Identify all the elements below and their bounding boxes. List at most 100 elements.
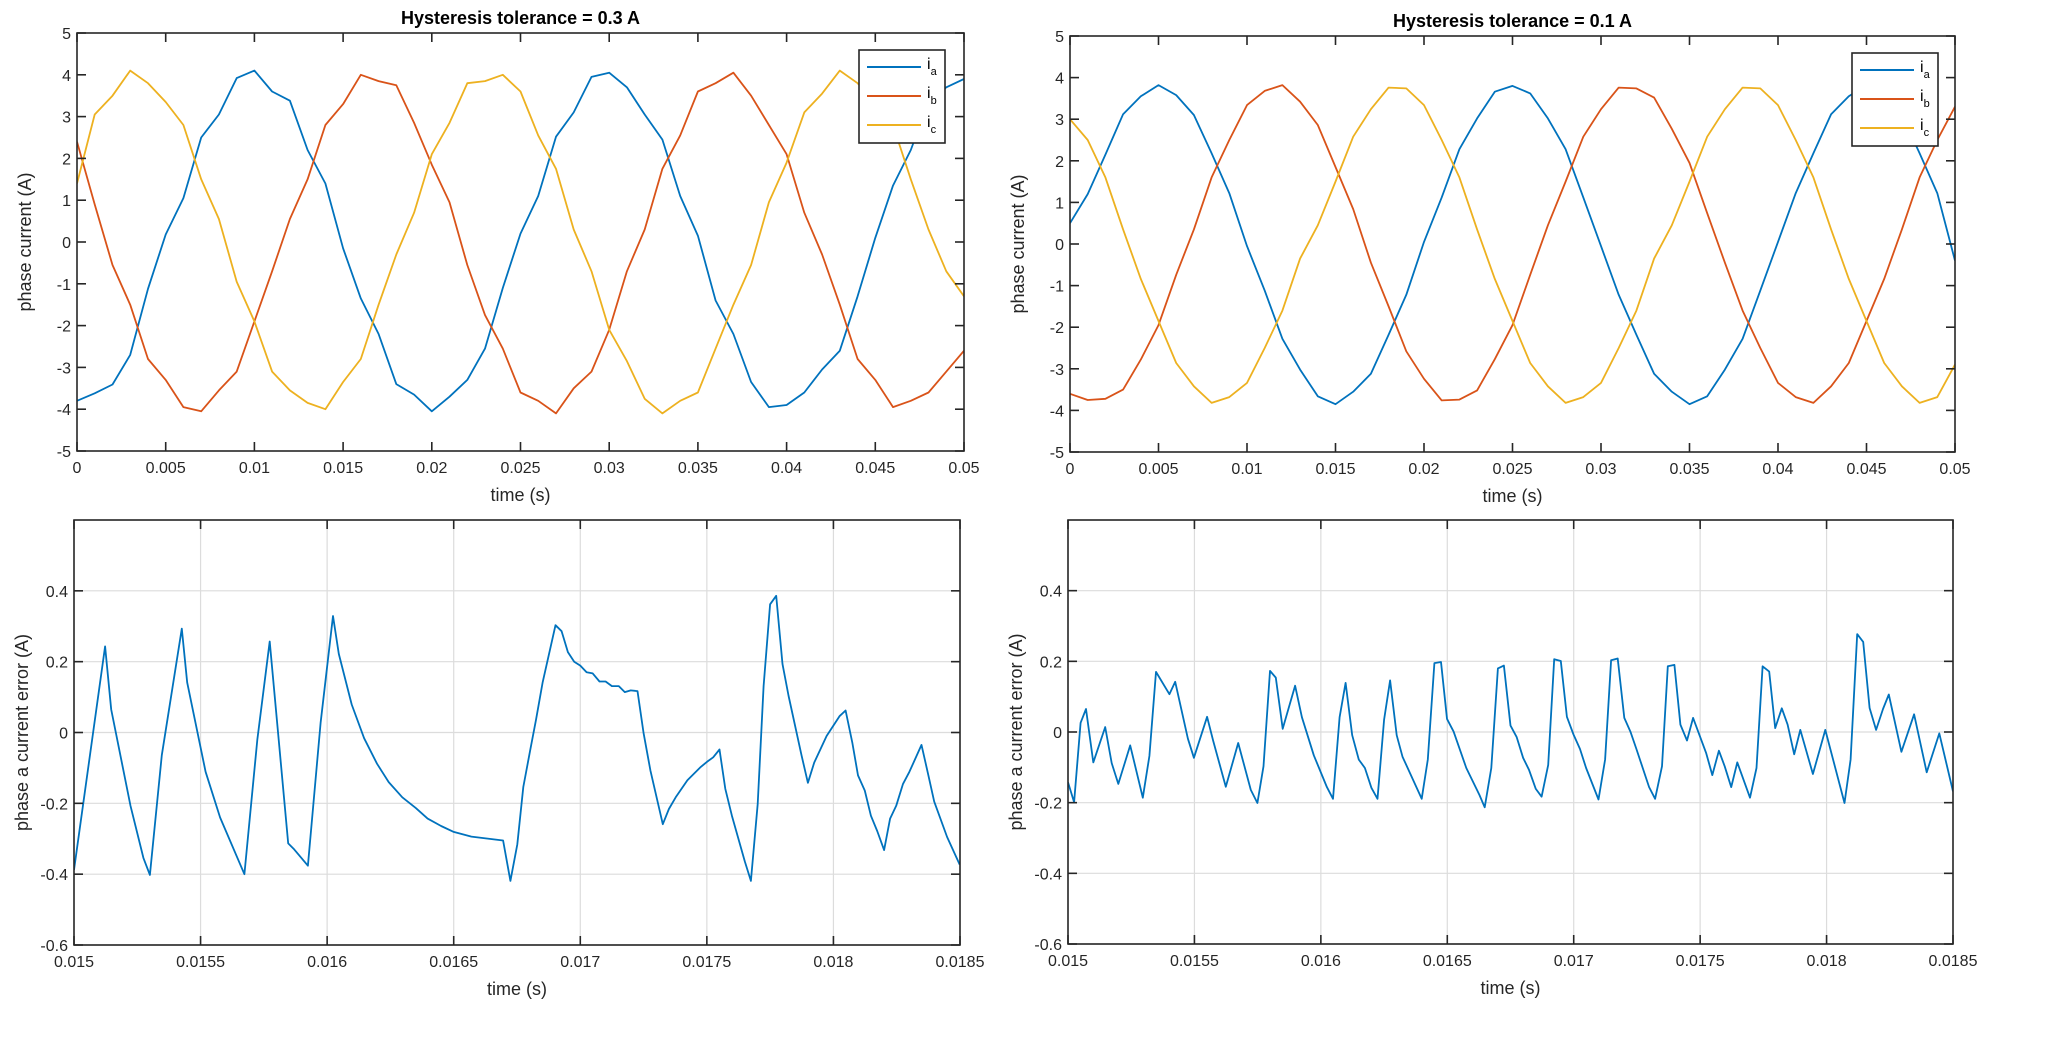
y-axis-label: phase a current error (A)	[1006, 633, 1026, 830]
x-tick-label: 0.0155	[176, 954, 225, 971]
chart-3: 0.015 0.0155 0.016 0.0165 0.017 0.0175 0.018 0.…	[12, 519, 985, 999]
x-axis-label: time (s)	[1483, 486, 1543, 506]
x-tick-label: 0.045	[855, 460, 895, 477]
plot-area	[1070, 36, 1955, 452]
y-tick-label: 1	[1055, 195, 1064, 212]
series-line-ia	[77, 69, 964, 413]
y-tick-label: -0.2	[1034, 796, 1062, 813]
series-line-ic	[1070, 86, 1955, 404]
y-tick-label: -3	[57, 360, 71, 377]
x-tick-label: 0.0185	[1929, 953, 1978, 970]
y-tick-label: 4	[1055, 71, 1064, 88]
legend-label: ic	[1920, 117, 1930, 139]
y-axis-label: phase a current error (A)	[12, 634, 32, 831]
y-tick-label: 2	[1055, 154, 1064, 171]
x-tick-label: 0.03	[594, 460, 625, 477]
x-axis-label: time (s)	[487, 979, 547, 999]
x-tick-label: 0.015	[323, 460, 363, 477]
legend-item-ic: ic	[867, 114, 937, 136]
y-tick-label: -5	[1050, 445, 1064, 462]
chart-title: Hysteresis tolerance = 0.3 A	[401, 8, 640, 28]
x-tick-label: 0.04	[1762, 461, 1793, 478]
x-tick-label: 0.02	[1408, 461, 1439, 478]
y-tick-label: 3	[1055, 112, 1064, 129]
legend-item-ib: ib	[1860, 88, 1930, 110]
y-tick-label: -2	[57, 319, 71, 336]
x-tick-label: 0.015	[1315, 461, 1355, 478]
legend-label: ic	[927, 114, 937, 136]
y-tick-label: 4	[62, 68, 71, 85]
y-tick-label: 3	[62, 110, 71, 127]
y-tick-label: -3	[1050, 362, 1064, 379]
y-tick-label: 0.2	[46, 655, 68, 672]
x-tick-label: 0	[1066, 461, 1075, 478]
y-tick-label: 1	[62, 193, 71, 210]
y-tick-label: -0.6	[1034, 937, 1062, 954]
x-tick-label: 0.035	[678, 460, 718, 477]
x-tick-label: 0.05	[1939, 461, 1970, 478]
series-line-error	[74, 594, 960, 882]
x-tick-label: 0.015	[1048, 953, 1088, 970]
series-line-ib	[77, 71, 964, 415]
y-tick-label: 0.4	[1040, 584, 1062, 601]
legend: ia ib ic	[1851, 52, 1939, 147]
x-tick-label: 0.0175	[682, 954, 731, 971]
x-tick-label: 0.0165	[1423, 953, 1472, 970]
x-tick-label: 0.018	[813, 954, 853, 971]
x-tick-label: 0.015	[54, 954, 94, 971]
plot-area	[77, 33, 964, 451]
y-tick-label: 0.4	[46, 584, 68, 601]
y-tick-label: -0.6	[40, 938, 68, 955]
y-tick-label: -2	[1050, 320, 1064, 337]
y-tick-label: 0	[1055, 237, 1064, 254]
y-tick-label: 0.2	[1040, 654, 1062, 671]
x-tick-label: 0.035	[1669, 461, 1709, 478]
y-tick-label: 5	[1055, 29, 1064, 46]
legend-item-ic: ic	[1860, 117, 1930, 139]
x-axis-label: time (s)	[1481, 978, 1541, 998]
legend: ia ib ic	[858, 49, 946, 144]
y-tick-label: -1	[57, 277, 71, 294]
chart-4: 0.015 0.0155 0.016 0.0165 0.017 0.0175 0.018 0.…	[1006, 519, 1978, 998]
y-tick-label: -4	[57, 402, 71, 419]
x-tick-label: 0.0185	[936, 954, 985, 971]
series-line-ic	[77, 69, 964, 415]
legend-label: ia	[927, 56, 938, 78]
y-tick-label: 5	[62, 26, 71, 43]
legend-label: ib	[927, 85, 937, 107]
y-axis-label: phase current (A)	[1008, 174, 1028, 313]
y-tick-label: -4	[1050, 403, 1064, 420]
x-tick-label: 0.0155	[1170, 953, 1219, 970]
x-tick-label: 0.017	[1554, 953, 1594, 970]
x-tick-label: 0.025	[1492, 461, 1532, 478]
y-tick-label: 0	[59, 726, 68, 743]
x-tick-label: 0.05	[948, 460, 979, 477]
x-tick-label: 0.016	[307, 954, 347, 971]
x-tick-label: 0.0165	[429, 954, 478, 971]
x-tick-label: 0.01	[1231, 461, 1262, 478]
chart-1: 0 0.005 0.01 0.015 0.02 0.025 0.03 0.035 0.04 0.0…	[15, 8, 980, 505]
x-tick-label: 0.025	[500, 460, 540, 477]
y-tick-label: 0	[62, 235, 71, 252]
series-line-error	[1068, 633, 1953, 809]
legend-label: ia	[1920, 59, 1931, 81]
y-tick-label: -1	[1050, 279, 1064, 296]
x-tick-label: 0.018	[1807, 953, 1847, 970]
x-tick-label: 0.005	[146, 460, 186, 477]
y-tick-label: 0	[1053, 725, 1062, 742]
x-tick-label: 0.03	[1585, 461, 1616, 478]
chart-2: 0 0.005 0.01 0.015 0.02 0.025 0.03 0.035 0.04 0.0…	[1008, 11, 1971, 506]
y-tick-label: -0.2	[40, 796, 68, 813]
y-tick-label: 2	[62, 151, 71, 168]
x-tick-label: 0	[73, 460, 82, 477]
x-tick-label: 0.01	[239, 460, 270, 477]
chart-title: Hysteresis tolerance = 0.1 A	[1393, 11, 1632, 31]
legend-item-ia: ia	[867, 56, 938, 78]
series-line-ib	[1070, 84, 1955, 404]
y-tick-label: -0.4	[40, 867, 68, 884]
x-axis-label: time (s)	[491, 485, 551, 505]
x-tick-label: 0.005	[1138, 461, 1178, 478]
legend-label: ib	[1920, 88, 1930, 110]
x-tick-label: 0.02	[416, 460, 447, 477]
